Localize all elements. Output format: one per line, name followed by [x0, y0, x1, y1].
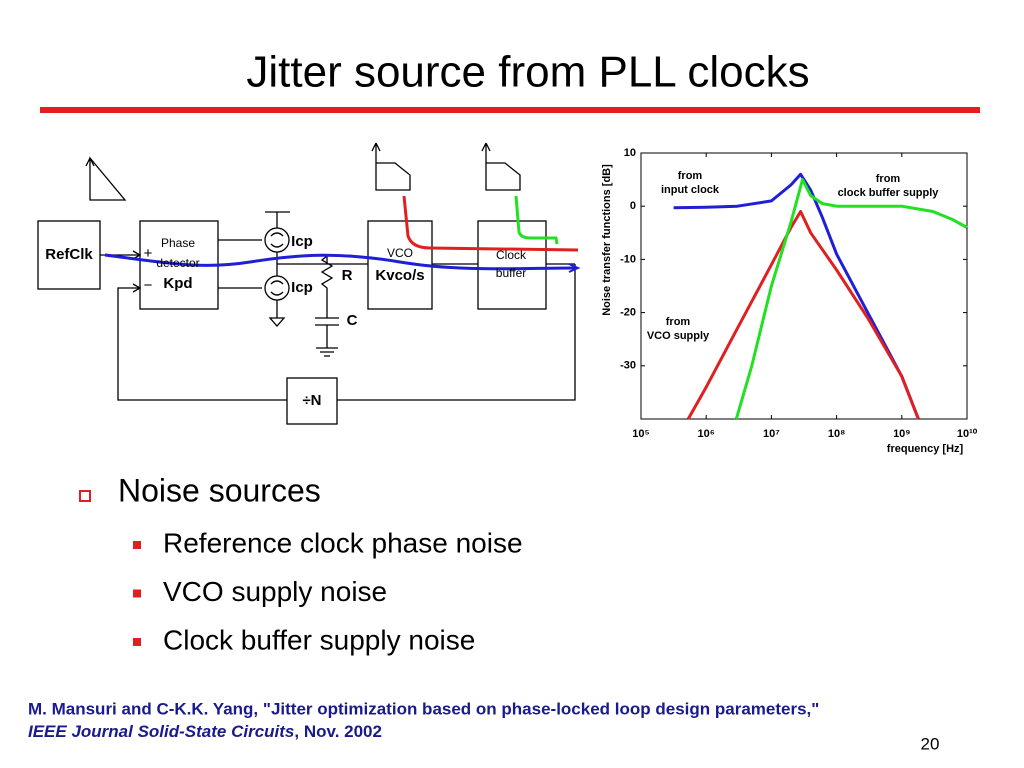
- y-tick-label: -30: [620, 360, 636, 372]
- annotation: from: [666, 316, 691, 328]
- title-rule: [40, 107, 980, 113]
- pd-gain: Kpd: [163, 275, 192, 292]
- capacitor-label: C: [347, 312, 358, 329]
- vco-label: VCO: [387, 246, 413, 260]
- x-tick-label: 10⁸: [828, 428, 845, 440]
- annotation: clock buffer supply: [838, 187, 940, 199]
- icp-label: Icp: [291, 279, 313, 296]
- plot-frame: [640, 152, 968, 420]
- bullet-item: Clock buffer supply noise: [163, 624, 475, 655]
- annotation: from: [678, 170, 703, 182]
- citation: M. Mansuri and C-K.K. Yang, "Jitter opti…: [28, 699, 819, 718]
- bullet-icon: [79, 490, 91, 502]
- y-tick-label: 10: [624, 147, 636, 159]
- x-tick-label: 10⁹: [893, 428, 910, 440]
- slide-title: Jitter source from PLL clocks: [246, 48, 809, 97]
- resistor-label: R: [342, 267, 353, 284]
- bullet-item: VCO supply noise: [163, 576, 387, 607]
- annotation: from: [876, 173, 901, 185]
- x-tick-label: 10⁵: [632, 428, 649, 440]
- divider-label: ÷N: [302, 392, 321, 409]
- x-tick-label: 10⁶: [698, 428, 715, 440]
- y-axis-label: Noise transfer functions [dB]: [601, 164, 613, 316]
- vco-gain: Kvco/s: [375, 267, 424, 284]
- y-tick-label: -10: [620, 253, 636, 265]
- pd-label: Phase: [161, 236, 195, 250]
- buffer-label: buffer: [496, 266, 526, 280]
- x-tick-label: 10¹⁰: [957, 428, 978, 440]
- annotation: input clock: [661, 184, 720, 196]
- series-line: [734, 178, 968, 420]
- bullet-item: Reference clock phase noise: [163, 527, 523, 558]
- series-line: [673, 172, 920, 420]
- pll-diagram: RefClk + − Phase detector Kpd Icp Icp R …: [37, 142, 581, 425]
- plus-sign: +: [144, 245, 153, 262]
- minus-sign: −: [144, 277, 153, 294]
- bullet-icon: [133, 638, 141, 646]
- citation: IEEE Journal Solid-State Circuits, Nov. …: [28, 722, 382, 741]
- bullets: Noise sources Reference clock phase nois…: [79, 472, 523, 655]
- journal: IEEE Journal Solid-State Circuits: [28, 722, 294, 741]
- y-tick-label: -20: [620, 307, 636, 319]
- y-tick-label: 0: [630, 200, 636, 212]
- buffer-label: Clock: [496, 248, 527, 262]
- icp-label: Icp: [291, 233, 313, 250]
- bullet-icon: [133, 589, 141, 598]
- x-tick-label: 10⁷: [763, 428, 780, 440]
- refclk-label: RefClk: [45, 246, 93, 263]
- bullet-icon: [133, 541, 141, 549]
- citation-end: , Nov. 2002: [294, 722, 382, 741]
- annotation: VCO supply: [647, 330, 710, 342]
- x-axis-label: frequency [Hz]: [887, 443, 964, 455]
- pd-label: detector: [156, 256, 199, 270]
- page-number: 20: [921, 734, 940, 753]
- series-line: [686, 210, 920, 420]
- bullet-main: Noise sources: [118, 472, 321, 508]
- chart: Noise transfer functions [dB] frequency …: [601, 147, 978, 455]
